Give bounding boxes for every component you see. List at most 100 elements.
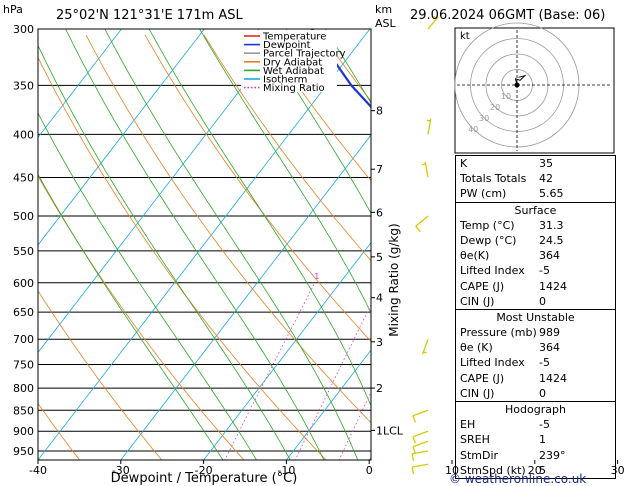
dry-adiabat	[203, 34, 371, 262]
wet-adiabat	[65, 29, 325, 460]
index-label: EH	[460, 418, 476, 432]
wind-barb-shaft	[412, 440, 429, 448]
wet-adiabat	[257, 29, 371, 215]
indices-table: K 35 Totals Totals 42 PW (cm) 5.65 Surface Te…	[455, 155, 616, 479]
index-value: -5	[539, 264, 550, 278]
dry-adiabat	[38, 56, 327, 460]
index-value: -5	[539, 356, 550, 370]
index-value: -5	[539, 418, 550, 432]
index-label: CAPE (J)	[460, 279, 505, 293]
pressure-tick-label: 850	[13, 404, 34, 417]
wind-barb	[421, 338, 429, 355]
index-row: CAPE (J) 1424	[456, 371, 615, 386]
wet-adiabat	[148, 29, 371, 407]
isotherm-line	[38, 29, 288, 354]
height-tick-label: 4	[376, 292, 383, 305]
mixing-ratio-label: 3	[423, 272, 428, 281]
wet-adiabat	[104, 29, 359, 460]
wind-barb	[412, 430, 429, 444]
wind-barb	[422, 161, 429, 178]
hodograph-frame	[454, 27, 615, 154]
index-label: K	[460, 157, 468, 170]
index-row: Lifted Index -5	[456, 355, 615, 370]
dry-adiabat	[85, 34, 371, 424]
pressure-tick-label: 450	[13, 171, 34, 184]
wind-barb-flag	[412, 446, 416, 454]
index-row: Temp (°C) 31.3	[456, 218, 615, 233]
wind-barb	[411, 463, 429, 475]
wind-barb-shaft	[412, 409, 429, 417]
index-value: 1	[539, 433, 546, 447]
legend-label: Mixing Ratio	[263, 83, 325, 94]
legend-label: Dry Adiabat	[263, 57, 322, 68]
dry-adiabat	[38, 290, 163, 460]
index-row: θe(K) 364	[456, 248, 615, 263]
index-value: 5.65	[539, 187, 564, 201]
wind-barb-flag	[412, 415, 416, 423]
temperature-tick-label: 0	[366, 464, 373, 477]
wet-adiabat	[38, 173, 224, 460]
most-unstable-header: Most Unstable	[456, 308, 615, 325]
index-value: 0	[539, 386, 546, 400]
index-label: StmSpd (kt)	[460, 463, 526, 477]
temperature-tick-label: 20	[528, 464, 542, 477]
wind-barb-half-flag	[423, 351, 427, 354]
height-tick-label: 6	[376, 206, 383, 219]
mixing-ratio-label: 1	[314, 272, 319, 281]
wind-barb-shaft	[412, 463, 429, 468]
height-tick-label: 3	[376, 336, 383, 349]
pressure-tick-label: 750	[13, 358, 34, 371]
dry-adiabat	[144, 34, 371, 342]
temperature-tick-label: 30	[611, 464, 625, 477]
pressure-tick-label: 700	[13, 333, 34, 346]
mixing-ratio-line	[294, 303, 371, 460]
wind-barb-shaft	[412, 450, 429, 455]
index-value: 5	[539, 463, 546, 477]
wind-barb-flag	[411, 466, 415, 475]
index-label: θe (K)	[460, 341, 493, 355]
legend-label: Wet Adiabat	[263, 66, 324, 77]
dry-adiabat	[38, 175, 245, 460]
index-row: Dewp (°C) 24.5	[456, 233, 615, 248]
index-value: 1424	[539, 371, 567, 385]
index-row: Pressure (mb) 989	[456, 325, 615, 340]
mixing-ratio-label: 2	[381, 272, 386, 281]
height-tick-label: 8	[376, 105, 383, 118]
index-label: PW (cm)	[460, 187, 507, 201]
hodograph-ring-label: 20	[490, 103, 500, 112]
pressure-tick-label: 600	[13, 277, 34, 290]
index-label: StmDir	[460, 448, 499, 462]
index-label: Lifted Index	[460, 264, 525, 278]
index-label: θe(K)	[460, 249, 490, 263]
index-value: 1424	[539, 279, 567, 293]
index-label: CAPE (J)	[460, 371, 505, 385]
wind-barb-flag	[415, 225, 421, 233]
hodograph-unit-label: kt	[460, 31, 470, 42]
wind-barb-shaft	[415, 215, 429, 227]
wind-barb-flag	[412, 436, 416, 444]
height-tick-label: 2	[376, 382, 383, 395]
hodograph-ring-label: 10	[501, 92, 511, 101]
index-value: 989	[539, 326, 560, 340]
index-row: SREH 1	[456, 432, 615, 447]
index-value: 364	[539, 249, 560, 263]
location-title: 25°02'N 121°31'E 171m ASL	[56, 8, 243, 23]
index-label: Totals Totals	[460, 172, 527, 186]
index-row: EH -5	[456, 417, 615, 432]
wet-adiabat	[38, 44, 291, 460]
index-value: 24.5	[539, 233, 564, 247]
isotherm-line	[38, 29, 122, 139]
pressure-tick-label: 550	[13, 245, 34, 258]
index-row: StmDir 239°	[456, 448, 615, 463]
isotherm-line	[203, 241, 371, 460]
index-label: CIN (J)	[460, 294, 495, 308]
isotherm-line	[38, 29, 371, 460]
x-axis-title: Dewpoint / Temperature (°C)	[111, 471, 298, 486]
pressure-tick-label: 950	[13, 445, 34, 458]
isotherm-line	[120, 134, 371, 460]
dry-adiabat	[617, 35, 629, 464]
pressure-tick-label: 400	[13, 128, 34, 141]
index-value: 239°	[539, 448, 566, 462]
pressure-tick-label: 650	[13, 306, 34, 319]
wind-barb-half-flag	[426, 119, 431, 122]
